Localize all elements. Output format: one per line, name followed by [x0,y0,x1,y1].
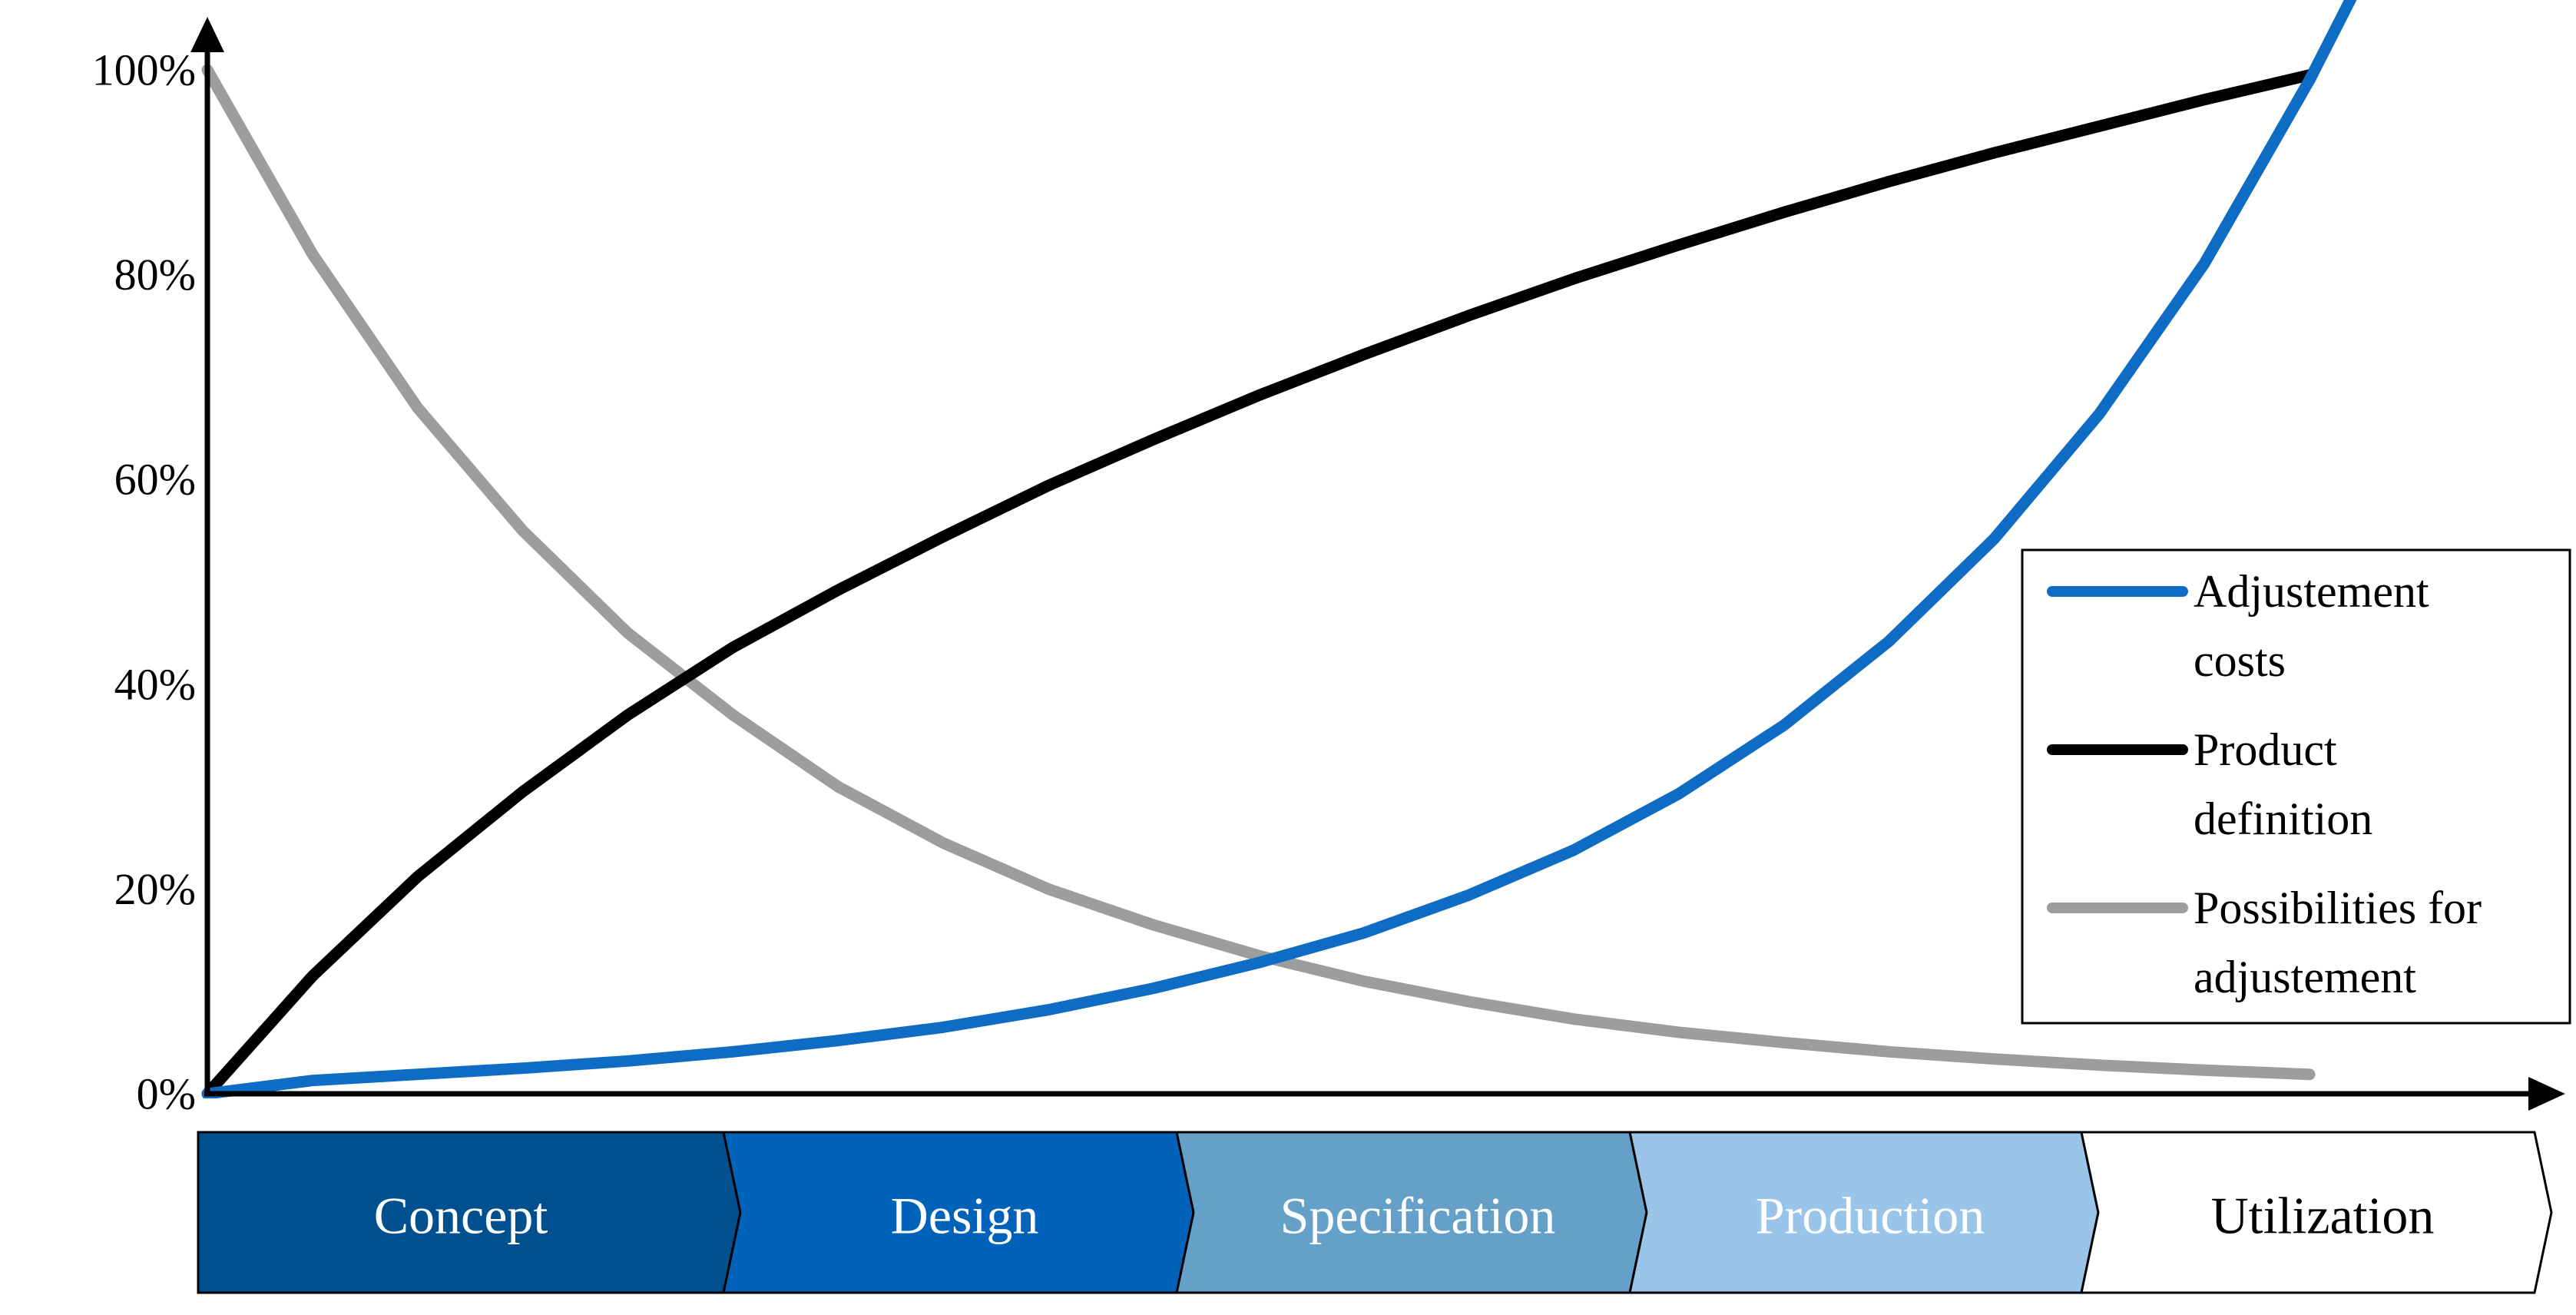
phase-label: Design [891,1187,1039,1245]
legend-label-line2: definition [2194,793,2372,844]
legend-label-line2: costs [2194,635,2286,686]
y-axis-arrowhead [190,17,224,52]
y-tick-label: 20% [114,864,196,914]
series-line-adjustement-costs [201,0,2357,1098]
series-line-possibilities-for-adjustement [201,64,2316,1081]
legend-label-line1: Adjustement [2194,566,2429,617]
phase-bar: Concept Design Specification Production Util… [197,1131,2553,1294]
y-tick-label: 60% [114,455,196,505]
y-tick-label: 40% [114,659,196,709]
legend: Adjustement costs Product definition Possibi… [2021,548,2571,1025]
axes [190,17,2565,1111]
y-tick-label: 80% [114,250,196,300]
y-tick-label: 0% [137,1069,196,1119]
legend-label-line1: Possibilities for [2194,883,2482,933]
phase-label: Utilization [2211,1187,2435,1245]
phase-chevron-utilization [2080,1131,2553,1294]
series-layer [201,0,2357,1098]
legend-label-line1: Product [2194,724,2337,775]
phase-label: Concept [374,1187,548,1245]
x-axis-arrowhead [2528,1077,2565,1111]
phase-label: Specification [1280,1187,1556,1245]
phase-label: Production [1756,1187,1985,1245]
legend-label-line2: adjustement [2194,952,2416,1002]
y-tick-label: 100% [92,45,196,95]
legend-box [2021,548,2571,1025]
series-line-product-definition [201,69,2316,1098]
y-axis-ticks: 0% 20% 40% 60% 80% 100% [92,45,196,1119]
